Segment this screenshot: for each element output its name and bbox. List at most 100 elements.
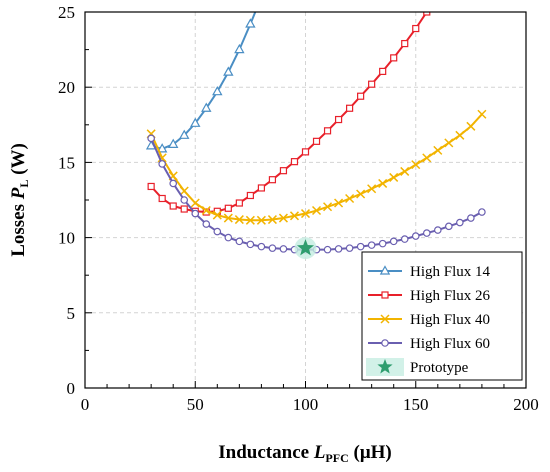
x-axis-label: Inductance LPFC (μH): [218, 442, 391, 465]
high-flux-60-point: [180, 196, 189, 204]
legend-label: High Flux 60: [410, 336, 490, 352]
high-flux-60-point: [478, 208, 486, 216]
prototype-point-shape: [296, 239, 315, 256]
high-flux-26-point: [368, 80, 376, 88]
y-tick-label: 25: [58, 3, 75, 22]
legend-entry-high-flux-26: High Flux 26: [368, 288, 491, 304]
series-high-flux-14: [145, 12, 257, 153]
high-flux-60-point: [456, 218, 464, 227]
y-tick-label: 10: [58, 229, 75, 248]
high-flux-40-point: [422, 153, 432, 163]
high-flux-14-line: [150, 12, 257, 150]
high-flux-60-point: [224, 233, 233, 242]
series-high-flux-26: [147, 12, 431, 216]
high-flux-26-point: [268, 176, 277, 184]
x-tick-label: 50: [187, 395, 204, 414]
legend-marker: [366, 358, 404, 376]
legend-label: High Flux 40: [410, 312, 490, 328]
series-layer: [145, 12, 487, 254]
high-flux-40-point: [323, 202, 333, 212]
high-flux-60-point: [433, 226, 442, 234]
high-flux-26-point: [246, 191, 254, 200]
x-tick-label: 100: [293, 395, 319, 414]
high-flux-60-point: [467, 214, 475, 222]
high-flux-14-point: [167, 138, 179, 148]
high-flux-26-point: [323, 127, 332, 135]
high-flux-26-point: [346, 104, 354, 112]
high-flux-14-point: [201, 102, 212, 112]
high-flux-60-point: [345, 244, 354, 252]
y-tick-label: 0: [67, 379, 76, 398]
high-flux-40-point: [389, 172, 399, 182]
legend-marker: [381, 339, 389, 347]
high-flux-40-point: [444, 138, 454, 148]
high-flux-26-point: [301, 148, 310, 156]
high-flux-60-point: [445, 222, 453, 231]
high-flux-60-point: [169, 179, 178, 188]
legend-entry-high-flux-14: High Flux 14: [368, 264, 491, 280]
high-flux-40-point: [234, 215, 244, 225]
high-flux-40-point: [400, 166, 410, 176]
high-flux-60-point: [411, 232, 420, 240]
high-flux-26-point: [235, 199, 243, 207]
high-flux-40-point: [267, 215, 277, 225]
y-axis-label: Losses PL (W): [8, 143, 31, 257]
high-flux-60-point: [147, 134, 155, 143]
high-flux-60-point: [334, 245, 343, 253]
high-flux-14-point: [234, 43, 245, 54]
high-flux-40-point: [245, 215, 255, 225]
tick-labels: 0 50 100 150 200 0 5 10 15 20 25: [58, 3, 539, 414]
x-tick-label: 200: [513, 395, 539, 414]
high-flux-40-point: [278, 213, 288, 223]
high-flux-60-point: [213, 227, 222, 236]
high-flux-26-point: [279, 167, 288, 175]
high-flux-26-point: [379, 67, 387, 76]
high-flux-40-point: [378, 178, 388, 188]
high-flux-14-point: [223, 66, 234, 76]
prototype-point: [294, 237, 317, 260]
high-flux-40-point: [356, 189, 366, 199]
high-flux-40-point: [223, 213, 233, 223]
high-flux-14-point: [156, 143, 168, 153]
high-flux-26-point: [312, 137, 321, 145]
high-flux-14-point: [190, 117, 201, 127]
high-flux-26-point: [401, 39, 409, 48]
high-flux-40-point: [334, 198, 344, 208]
legend-marker: [381, 291, 389, 299]
legend-label: Prototype: [410, 360, 469, 376]
x-tick-label: 150: [403, 395, 429, 414]
high-flux-60-point: [356, 242, 365, 251]
legend: High Flux 14 High Flux 26 High Flux 40 High…: [361, 251, 523, 381]
high-flux-40-point: [455, 130, 465, 140]
high-flux-26-point: [290, 158, 299, 166]
high-flux-60-point: [367, 241, 376, 249]
y-tick-label: 20: [58, 78, 75, 97]
legend-entry-high-flux-40: High Flux 40: [368, 312, 490, 328]
high-flux-40-point: [289, 211, 300, 221]
high-flux-14-point: [245, 18, 256, 28]
x-tick-label: 0: [81, 395, 90, 414]
high-flux-40-point: [411, 160, 421, 170]
high-flux-14-point: [179, 129, 190, 139]
high-flux-60-point: [323, 245, 332, 254]
high-flux-26-point: [147, 182, 155, 191]
legend-marker: [380, 314, 390, 324]
high-flux-40-point: [367, 184, 377, 194]
high-flux-26-point: [357, 92, 365, 100]
high-flux-60-point: [158, 160, 166, 168]
high-flux-40-point: [212, 210, 222, 220]
high-flux-60-point: [268, 244, 277, 252]
legend-entry-high-flux-60: High Flux 60: [368, 336, 490, 352]
y-tick-label: 15: [58, 153, 75, 172]
high-flux-40-point: [256, 215, 266, 225]
high-flux-26-point: [423, 12, 431, 16]
prototype-layer: [294, 237, 317, 260]
y-tick-label: 5: [67, 304, 76, 323]
high-flux-60-point: [257, 242, 266, 251]
high-flux-60-point: [389, 237, 398, 246]
high-flux-60-point: [400, 235, 409, 243]
high-flux-26-point: [180, 205, 188, 213]
high-flux-40-point: [433, 145, 443, 155]
high-flux-26-point: [169, 202, 177, 210]
